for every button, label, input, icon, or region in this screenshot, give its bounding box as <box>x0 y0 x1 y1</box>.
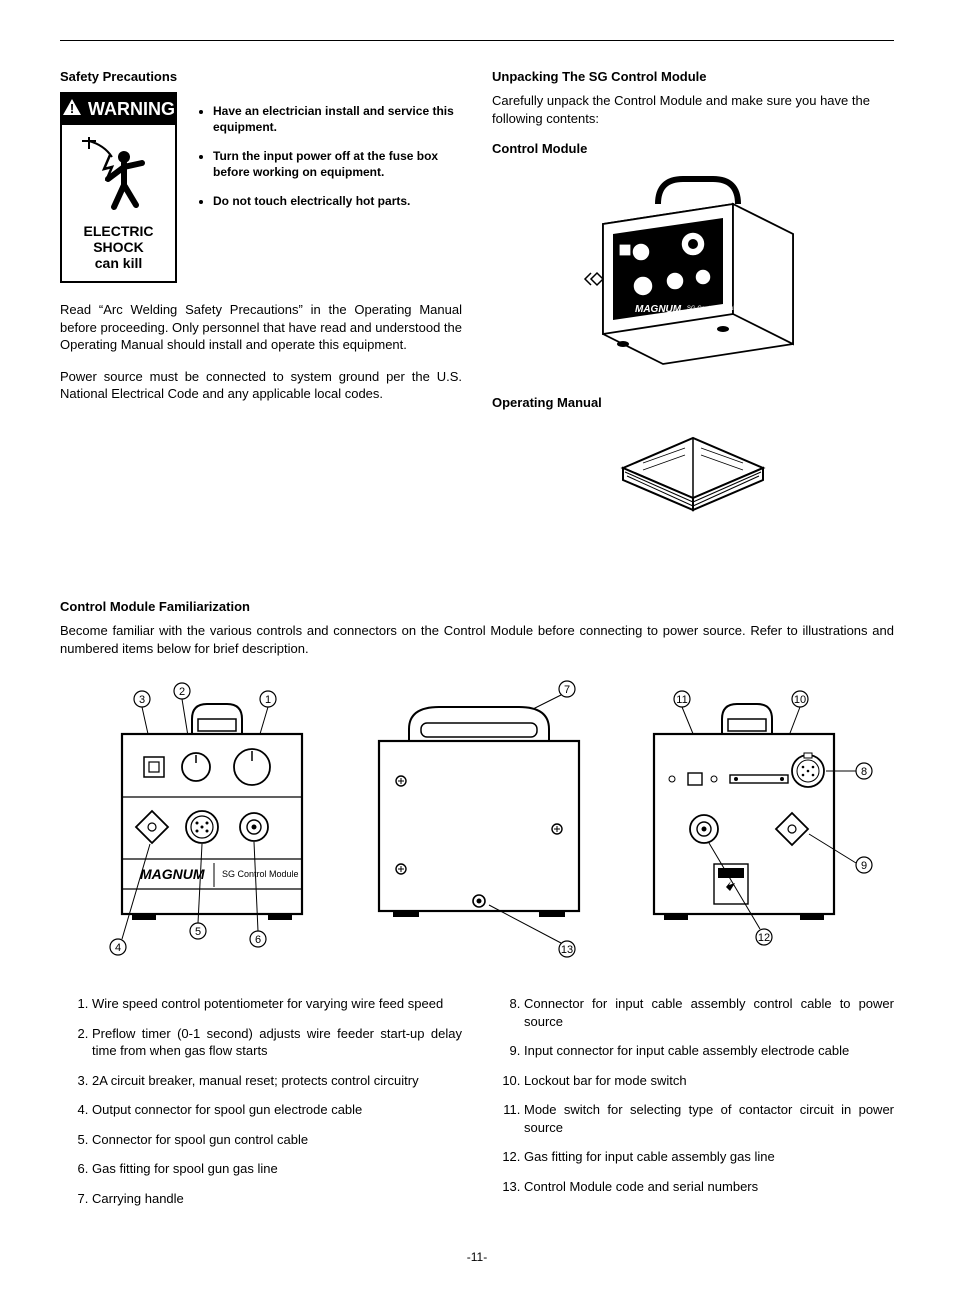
list-item: Input connector for input cable assembly… <box>524 1042 894 1060</box>
list-item: Connector for input cable assembly contr… <box>524 995 894 1030</box>
diagram-row: 3 2 1 <box>60 679 894 967</box>
warning-title-text: WARNING <box>88 99 175 120</box>
shock-label: ELECTRIC SHOCK can kill <box>72 223 165 271</box>
warning-body: ELECTRIC SHOCK can kill <box>62 125 175 281</box>
warning-box: ! WARNING <box>60 92 177 283</box>
warning-row: ! WARNING <box>60 92 462 283</box>
svg-text:10: 10 <box>794 694 806 706</box>
shock-line3: can kill <box>95 255 142 271</box>
item-list-columns: Wire speed control potentiometer for var… <box>60 995 894 1219</box>
item-list-right: Connector for input cable assembly contr… <box>492 995 894 1219</box>
list-item: Control Module code and serial numbers <box>524 1178 894 1196</box>
operating-manual-illustration <box>492 418 894 531</box>
svg-text:7: 7 <box>563 684 569 696</box>
familiar-intro: Become familiar with the various control… <box>60 622 894 657</box>
upper-columns: Safety Precautions ! WARNING <box>60 69 894 549</box>
shock-line1: ELECTRIC <box>84 223 154 239</box>
warning-bullet: Turn the input power off at the fuse box… <box>213 149 462 180</box>
item-list-8-13: Connector for input cable assembly contr… <box>492 995 894 1195</box>
familiar-heading: Control Module Familiarization <box>60 599 894 614</box>
svg-text:4: 4 <box>114 942 120 954</box>
unpack-heading: Unpacking The SG Control Module <box>492 69 894 84</box>
warning-bullet: Do not touch electrically hot parts. <box>213 194 462 210</box>
svg-text:SG Control Module: SG Control Module <box>687 306 739 312</box>
list-item: Connector for spool gun control cable <box>92 1131 462 1149</box>
svg-text:9: 9 <box>861 860 867 872</box>
list-item: Gas fitting for input cable assembly gas… <box>524 1148 894 1166</box>
item-list-1-7: Wire speed control potentiometer for var… <box>60 995 462 1207</box>
operating-manual-label: Operating Manual <box>492 395 894 410</box>
top-horizontal-rule <box>60 40 894 41</box>
item-list-left: Wire speed control potentiometer for var… <box>60 995 462 1219</box>
control-module-label: Control Module <box>492 141 894 156</box>
svg-text:2: 2 <box>178 686 184 698</box>
svg-text:MAGNUM: MAGNUM <box>635 304 682 315</box>
right-column: Unpacking The SG Control Module Carefull… <box>492 69 894 549</box>
rear-view-diagram: 11 10 <box>614 679 894 967</box>
svg-text:SG Control Module: SG Control Module <box>222 869 299 879</box>
svg-text:MAGNUM: MAGNUM <box>140 866 205 882</box>
svg-text:!: ! <box>70 101 74 116</box>
list-item: Output connector for spool gun electrode… <box>92 1101 462 1119</box>
svg-text:3: 3 <box>138 694 144 706</box>
list-item: Preflow timer (0-1 second) adjusts wire … <box>92 1025 462 1060</box>
warning-triangle-icon: ! <box>62 98 82 121</box>
safety-paragraph-2: Power source must be connected to system… <box>60 368 462 403</box>
svg-text:1: 1 <box>264 694 270 706</box>
shock-line2: SHOCK <box>93 239 144 255</box>
list-item: Gas fitting for spool gun gas line <box>92 1160 462 1178</box>
list-item: Lockout bar for mode switch <box>524 1072 894 1090</box>
svg-text:5: 5 <box>194 926 200 938</box>
warning-bullet: Have an electrician install and service … <box>213 104 462 135</box>
left-column: Safety Precautions ! WARNING <box>60 69 462 549</box>
familiarization-section: Control Module Familiarization Become fa… <box>60 599 894 1219</box>
list-item: Wire speed control potentiometer for var… <box>92 995 462 1013</box>
front-view-diagram: 3 2 1 <box>60 679 323 967</box>
list-item: 2A circuit breaker, manual reset; protec… <box>92 1072 462 1090</box>
page-number: -11- <box>60 1250 894 1264</box>
warning-bullet-list: Have an electrician install and service … <box>195 104 462 224</box>
unpack-intro: Carefully unpack the Control Module and … <box>492 92 894 127</box>
svg-text:6: 6 <box>254 934 260 946</box>
list-item: Carrying handle <box>92 1190 462 1208</box>
warning-header: ! WARNING <box>62 94 175 125</box>
svg-text:8: 8 <box>861 766 867 778</box>
svg-text:13: 13 <box>560 944 572 956</box>
safety-paragraph-1: Read “Arc Welding Safety Precautions” in… <box>60 301 462 354</box>
svg-text:12: 12 <box>758 932 770 944</box>
control-module-illustration: MAGNUM SG Control Module <box>492 164 894 377</box>
list-item: Mode switch for selecting type of contac… <box>524 1101 894 1136</box>
shock-figure-icon <box>72 135 165 215</box>
safety-heading: Safety Precautions <box>60 69 462 84</box>
side-view-diagram: 7 13 <box>337 679 600 967</box>
svg-text:11: 11 <box>676 694 687 706</box>
